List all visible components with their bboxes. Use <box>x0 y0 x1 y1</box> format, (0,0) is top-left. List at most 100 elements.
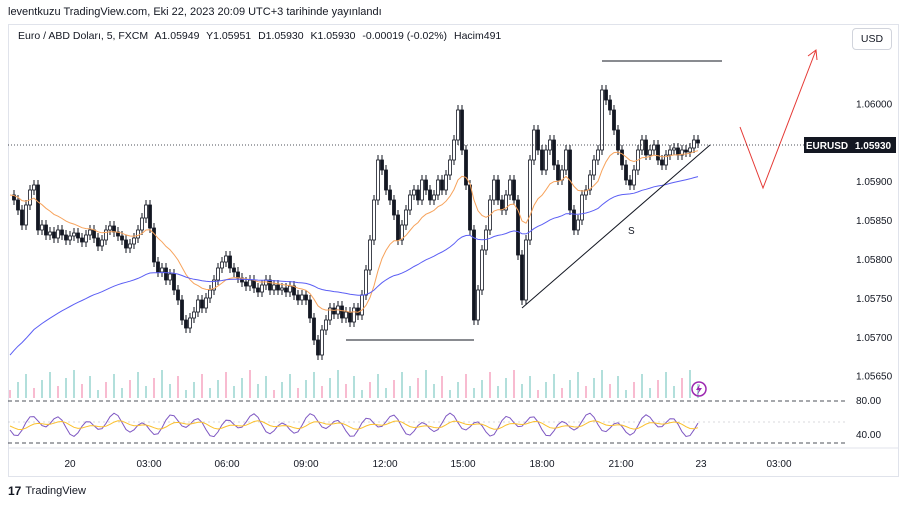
legend-symbol: Euro / ABD Doları, 5, FXCM <box>18 30 149 42</box>
volume-bar <box>153 378 155 398</box>
candle-body <box>360 294 364 316</box>
candle-body <box>368 239 372 271</box>
ema-fast-line <box>9 150 699 313</box>
volume-bar <box>449 390 451 398</box>
candle-body <box>256 287 260 293</box>
legend-open: A1.05949 <box>154 30 200 42</box>
candle-body <box>468 184 472 231</box>
candle-body <box>556 164 560 181</box>
candle-body <box>328 307 332 321</box>
volume-bar <box>129 380 131 398</box>
volume-bar <box>65 378 67 398</box>
candle-body <box>396 214 400 241</box>
x-tick-label: 15:00 <box>450 459 475 470</box>
candle-body <box>536 129 540 151</box>
candle-body <box>320 329 324 356</box>
candle-body <box>596 149 600 161</box>
volume-bar <box>233 386 235 398</box>
volume-bar <box>137 372 139 398</box>
symbol-tag-bg <box>804 137 850 153</box>
volume-bar <box>297 388 299 398</box>
volume-bar <box>225 372 227 398</box>
candle-body <box>272 284 276 291</box>
candle-body <box>224 255 228 263</box>
volume-bar <box>121 388 123 398</box>
candle-body <box>136 229 140 239</box>
candle-body <box>524 239 528 301</box>
volume-bar <box>217 380 219 398</box>
candle-body <box>68 235 72 241</box>
rsi-line <box>9 412 699 438</box>
volume-bar <box>569 380 571 398</box>
candle-body <box>600 89 604 151</box>
candle-body <box>204 297 208 309</box>
volume-bar <box>25 374 27 398</box>
footer: 17 TradingView <box>8 484 86 498</box>
volume-bar <box>417 378 419 398</box>
y-tick-label: 1.05650 <box>856 372 893 383</box>
volume-bar <box>81 384 83 398</box>
volume-bar <box>497 386 499 398</box>
candle-body <box>40 224 44 231</box>
candle-body <box>580 194 584 221</box>
candle-body <box>492 179 496 201</box>
candle-body <box>604 89 608 101</box>
volume-bar <box>97 390 99 398</box>
candle-body <box>236 271 240 279</box>
legend-change: -0.00019 (-0.02%) <box>362 30 448 42</box>
volume-bar <box>249 370 251 398</box>
volume-bar <box>185 390 187 398</box>
candle-body <box>348 311 352 323</box>
volume-bar <box>433 384 435 398</box>
volume-bar <box>89 376 91 398</box>
volume-bar <box>329 378 331 398</box>
candle-body <box>552 139 556 166</box>
volume-bar <box>369 382 371 398</box>
candle-body <box>300 294 304 301</box>
candle-body <box>12 194 16 201</box>
candle-body <box>616 129 620 151</box>
volume-bar <box>345 384 347 398</box>
y-tick-label: 1.05700 <box>856 333 893 344</box>
candle-body <box>232 267 236 273</box>
candle-body <box>276 284 280 291</box>
candle-body <box>672 147 676 151</box>
candle-body <box>588 174 592 191</box>
volume-bar <box>537 390 539 398</box>
candle-body <box>668 149 672 156</box>
legend-low: D1.05930 <box>258 30 304 42</box>
candle-body <box>528 159 532 241</box>
publish-caption: leventkuzu TradingView.com, Eki 22, 2023… <box>8 6 382 18</box>
candle-body <box>628 179 632 186</box>
candle-body <box>52 231 56 239</box>
chart-frame[interactable] <box>8 24 899 477</box>
y-tick-label: 1.05900 <box>856 177 893 188</box>
candle-body <box>384 169 388 191</box>
candle-body <box>380 159 384 171</box>
candle-body <box>44 224 48 236</box>
volume-bar <box>561 388 563 398</box>
candle-body <box>124 239 128 249</box>
candle-body <box>108 225 112 231</box>
candle-body <box>312 317 316 341</box>
last-price-tag-label: 1.05930 <box>855 141 892 152</box>
candle-body <box>620 149 624 166</box>
candle-body <box>216 267 220 281</box>
volume-bar <box>41 380 43 398</box>
candle-body <box>280 287 284 291</box>
volume-bar <box>521 384 523 398</box>
volume-bar <box>257 384 259 398</box>
x-tick-label: 09:00 <box>293 459 318 470</box>
candle-body <box>480 249 484 291</box>
volume-bar <box>305 380 307 398</box>
currency-button[interactable]: USD <box>852 28 892 50</box>
volume-bar <box>489 372 491 398</box>
volume-bar <box>241 378 243 398</box>
candle-body <box>424 179 428 191</box>
candle-body <box>252 279 256 289</box>
x-tick-label: 12:00 <box>372 459 397 470</box>
candle-body <box>652 144 656 151</box>
candle-body <box>472 229 476 321</box>
y-tick-label: 1.05800 <box>856 255 893 266</box>
